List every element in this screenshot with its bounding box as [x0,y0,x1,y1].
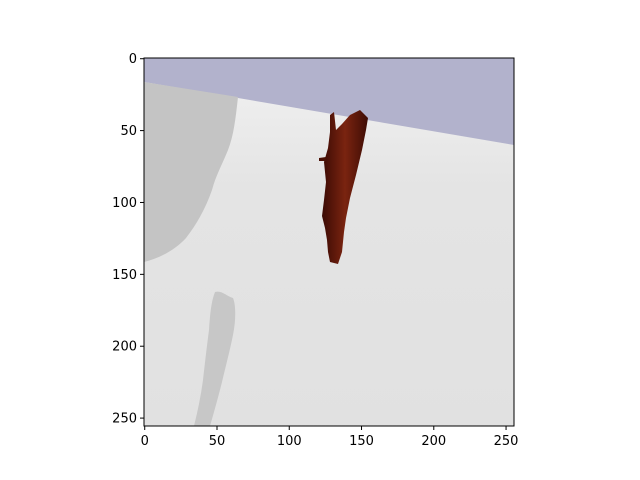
x-tick-label: 0 [141,434,149,449]
sky-region [144,58,514,145]
object-stub [319,157,326,161]
object [322,110,368,264]
x-tick-label: 150 [349,434,374,449]
x-tick-label: 50 [209,434,226,449]
x-axis: 0 50 100 150 200 250 [141,426,519,449]
wall-shadow [144,82,238,262]
x-tick-label: 250 [494,434,519,449]
y-tick-label: 50 [120,124,137,139]
y-tick-label: 100 [112,196,137,211]
y-tick-label: 150 [112,268,137,283]
x-tick-label: 200 [421,434,446,449]
axes-frame [143,57,515,427]
object-shadow [194,291,236,426]
y-tick-label: 200 [112,340,137,355]
x-tick-label: 100 [277,434,302,449]
y-axis: 0 50 100 150 200 250 [112,52,144,427]
y-tick-label: 0 [129,52,137,67]
y-tick-label: 250 [112,412,137,427]
rendered-scene-image [144,58,514,426]
